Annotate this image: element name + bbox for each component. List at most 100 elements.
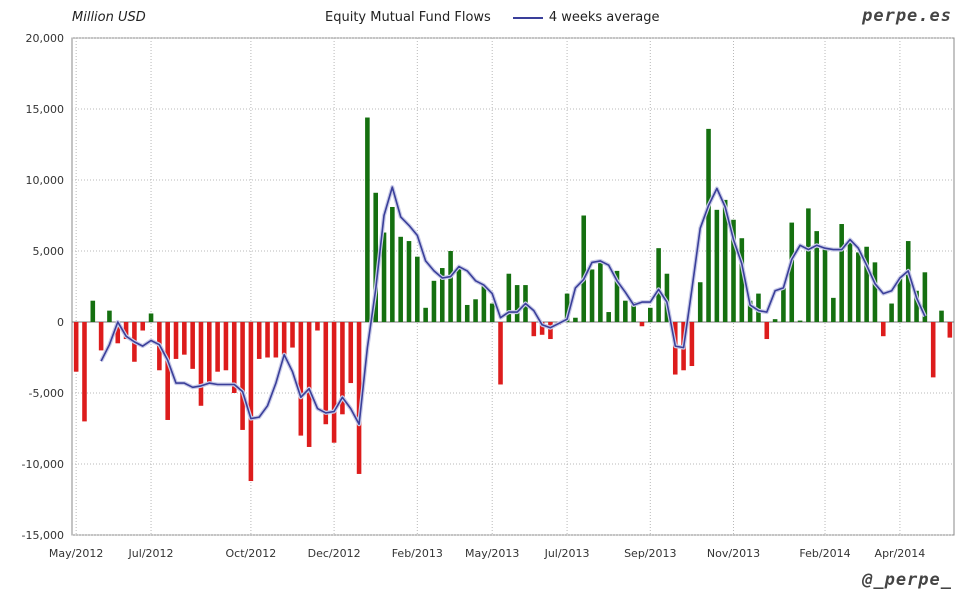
- flow-bar: [406, 241, 412, 322]
- x-tick-label: May/2013: [465, 547, 519, 560]
- x-tick-label: Feb/2013: [392, 547, 443, 560]
- flow-bar: [905, 241, 911, 322]
- flow-bar: [531, 322, 537, 337]
- flow-bar: [747, 300, 753, 322]
- flow-bar: [107, 310, 112, 322]
- flow-bar: [797, 320, 803, 322]
- y-tick-label: -10,000: [22, 458, 64, 471]
- flow-bar: [448, 251, 453, 322]
- flow-bar: [756, 293, 761, 322]
- flow-bar: [914, 290, 919, 322]
- flow-bar: [423, 307, 428, 322]
- flow-bar: [822, 246, 828, 322]
- flow-bar: [123, 322, 129, 340]
- flow-bar: [839, 224, 844, 322]
- flow-bar: [581, 215, 587, 322]
- flow-bar: [897, 277, 903, 322]
- flow-bar: [340, 322, 345, 415]
- flow-bar: [847, 239, 853, 322]
- flow-bar: [623, 300, 628, 322]
- flow-bar: [207, 322, 212, 384]
- flow-bar: [939, 310, 944, 322]
- flow-bar: [831, 297, 836, 322]
- flow-bar: [365, 117, 370, 323]
- average-line: [100, 186, 926, 425]
- flow-bar: [223, 322, 229, 371]
- flow-bar: [697, 282, 703, 322]
- x-tick-label: Jul/2012: [128, 547, 174, 560]
- flow-bar: [398, 236, 403, 322]
- flow-bar: [714, 209, 720, 322]
- y-tick-label: 5,000: [33, 245, 65, 258]
- flow-bar: [489, 303, 495, 322]
- flow-bar: [814, 231, 819, 322]
- y-tick-label: 0: [57, 316, 64, 329]
- flow-bar: [98, 322, 104, 351]
- flow-bar: [498, 322, 503, 385]
- flow-bar: [947, 322, 953, 338]
- flow-bar: [930, 322, 936, 378]
- flow-bar: [731, 219, 736, 322]
- flow-bar: [256, 322, 262, 359]
- flow-bar: [273, 322, 279, 358]
- flow-bar: [182, 322, 187, 355]
- flow-bar: [481, 285, 487, 322]
- flow-bar: [648, 307, 653, 322]
- flow-bar: [390, 206, 395, 322]
- flow-bar: [82, 322, 87, 422]
- x-tick-label: May/2012: [49, 547, 103, 560]
- flow-bar: [806, 208, 811, 322]
- grid-lines: [72, 37, 954, 536]
- flow-bar: [231, 322, 237, 393]
- flow-bar: [148, 313, 154, 322]
- handle-watermark: @_perpe_: [862, 570, 952, 590]
- x-tick-label: Jul/2013: [544, 547, 590, 560]
- flow-bar: [306, 322, 312, 447]
- flow-bar: [722, 199, 728, 322]
- flow-bar: [889, 303, 894, 322]
- flow-bar: [631, 302, 636, 322]
- average-line-halo: [99, 185, 927, 427]
- flow-bar: [348, 322, 354, 384]
- flow-bar: [922, 272, 928, 322]
- flow-bar: [431, 280, 437, 322]
- flow-bar: [872, 262, 878, 322]
- flow-bar: [415, 256, 420, 322]
- flow-bar: [290, 322, 295, 348]
- flow-bar: [381, 232, 387, 322]
- flow-bar: [589, 269, 595, 322]
- flow-bar: [856, 252, 861, 322]
- x-axis: May/2012 Jul/2012 Oct/2012 Dec/2012 Feb/2013…: [49, 547, 925, 560]
- x-tick-label: Feb/2014: [799, 547, 850, 560]
- flow-bar: [73, 322, 79, 372]
- flow-bar: [173, 322, 179, 359]
- flow-bar: [864, 246, 869, 322]
- flow-bar: [548, 322, 553, 340]
- flow-bar: [789, 222, 795, 322]
- flow-bar: [606, 312, 611, 322]
- flow-bar: [781, 287, 786, 322]
- x-tick-label: Dec/2012: [308, 547, 361, 560]
- brand-watermark: perpe.es: [862, 6, 952, 26]
- y-tick-label: 20,000: [26, 32, 65, 45]
- flow-bar: [373, 192, 378, 322]
- plot-border: [71, 37, 955, 536]
- y-tick-label: -5,000: [29, 387, 64, 400]
- flow-bar: [473, 299, 478, 322]
- flow-bar: [281, 322, 287, 355]
- flow-bar: [198, 322, 204, 406]
- flow-bar: [298, 322, 304, 436]
- x-tick-label: Sep/2013: [624, 547, 676, 560]
- y-tick-label: -15,000: [22, 529, 64, 542]
- x-tick-label: Nov/2013: [707, 547, 760, 560]
- flow-bar: [248, 322, 254, 482]
- chart-header: Equity Mutual Fund Flows 4 weeks average: [325, 10, 660, 25]
- flow-bar: [514, 285, 520, 322]
- x-tick-label: Oct/2012: [226, 547, 277, 560]
- flow-bar: [115, 322, 121, 344]
- flow-bar: [672, 322, 678, 375]
- flow-bar: [265, 322, 270, 358]
- flow-bar: [656, 248, 661, 322]
- flow-bar: [315, 322, 320, 331]
